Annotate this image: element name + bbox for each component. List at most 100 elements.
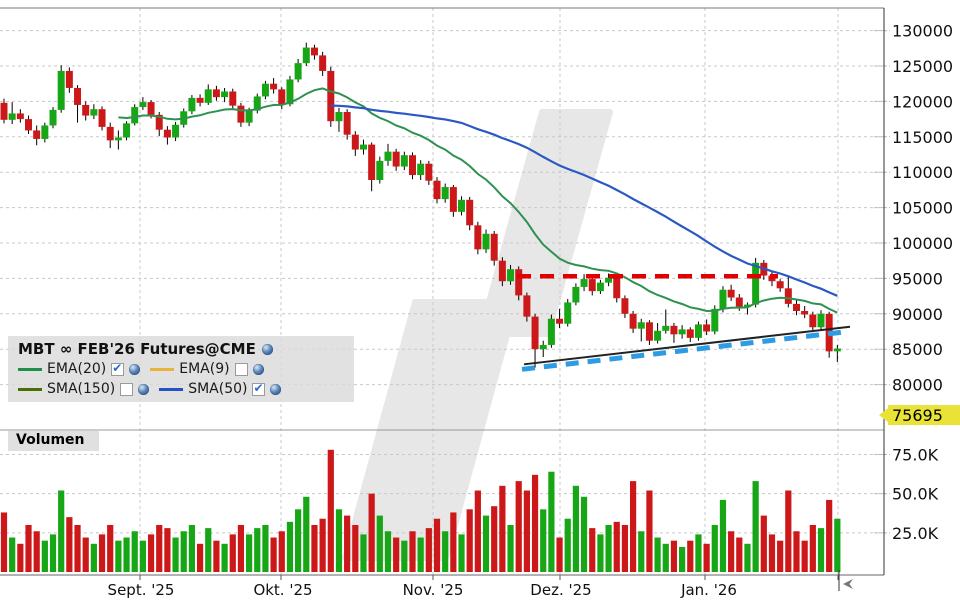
volume-bar bbox=[335, 509, 343, 572]
volume-bar bbox=[352, 524, 359, 572]
candle-body bbox=[335, 112, 343, 122]
volume-bar bbox=[139, 540, 146, 572]
candle-body bbox=[727, 289, 735, 298]
volume-bar bbox=[629, 481, 637, 572]
volume-bar bbox=[49, 534, 57, 572]
axis-cursor-icon bbox=[843, 579, 853, 589]
indicator-color-swatch bbox=[159, 387, 184, 391]
volume-bar bbox=[262, 524, 269, 572]
volume-bar bbox=[605, 524, 612, 572]
candle-body bbox=[16, 113, 24, 120]
legend-item-ema9: EMA(9) bbox=[150, 361, 264, 377]
candle-body bbox=[147, 102, 155, 115]
candle-body bbox=[245, 110, 253, 123]
indicator-checkbox-unchecked[interactable] bbox=[120, 382, 134, 396]
support-trendline-border[interactable] bbox=[523, 325, 851, 366]
indicator-label: SMA(50) bbox=[188, 381, 248, 397]
indicator-label: EMA(20) bbox=[47, 361, 107, 377]
price-axis-label: 80000 bbox=[892, 376, 943, 395]
indicator-checkbox-checked[interactable] bbox=[111, 361, 125, 376]
volume-bar bbox=[311, 524, 318, 572]
volume-bar bbox=[25, 524, 32, 572]
candle-body bbox=[155, 114, 163, 130]
candle-body bbox=[278, 89, 286, 105]
indicator-color-swatch bbox=[18, 387, 42, 391]
volume-bar bbox=[548, 471, 555, 572]
indicator-color-swatch bbox=[150, 367, 175, 371]
candle-body bbox=[735, 297, 743, 307]
candle-body bbox=[25, 119, 33, 131]
volume-bar bbox=[450, 512, 457, 572]
volume-bar bbox=[597, 534, 604, 572]
candle-body bbox=[286, 79, 294, 105]
volume-bar bbox=[131, 531, 138, 572]
candle-body bbox=[588, 279, 596, 292]
candle-body bbox=[694, 324, 702, 338]
candle-body bbox=[270, 83, 278, 90]
panel-borders bbox=[0, 7, 885, 576]
volume-bar bbox=[531, 474, 539, 572]
indicator-label: SMA(150) bbox=[47, 381, 116, 397]
candle-body bbox=[817, 313, 825, 328]
volume-bar bbox=[115, 540, 122, 572]
indicator-checkbox-checked[interactable] bbox=[252, 381, 266, 396]
globe-icon[interactable] bbox=[138, 383, 150, 395]
volume-bar bbox=[728, 531, 735, 572]
candle-body bbox=[564, 302, 572, 324]
volume-bar bbox=[817, 528, 825, 572]
price-axis-label: 115000 bbox=[892, 128, 953, 147]
volume-bar bbox=[221, 543, 228, 572]
volume-bar bbox=[736, 537, 743, 572]
volume-bar bbox=[9, 537, 16, 572]
volume-bar bbox=[344, 515, 351, 572]
candle-body bbox=[172, 124, 180, 138]
candle-body bbox=[212, 89, 220, 98]
indicator-legend: MBT ∞ FEB'26 Futures@CME EMA(20) EMA(9) SM… bbox=[8, 336, 354, 402]
volume-bar bbox=[0, 512, 8, 572]
volume-bar bbox=[556, 537, 563, 572]
volume-bar bbox=[180, 531, 187, 572]
candle-body bbox=[629, 313, 637, 329]
candle-body bbox=[662, 325, 670, 331]
volume-bar bbox=[319, 518, 326, 572]
candle-body bbox=[49, 109, 57, 126]
support-trendline[interactable] bbox=[521, 329, 847, 372]
globe-icon[interactable] bbox=[261, 343, 273, 355]
gridlines bbox=[0, 8, 890, 580]
volume-bar bbox=[278, 531, 285, 572]
candle-body bbox=[482, 233, 490, 250]
volume-bar bbox=[107, 524, 114, 572]
candle-body bbox=[572, 286, 580, 303]
globe-icon[interactable] bbox=[252, 363, 264, 375]
globe-icon[interactable] bbox=[129, 363, 141, 375]
candle-body bbox=[556, 318, 564, 324]
volume-bar bbox=[66, 517, 73, 572]
candle-body bbox=[539, 344, 547, 350]
candle-body bbox=[490, 233, 498, 261]
volume-bar bbox=[466, 509, 473, 572]
volume-bar bbox=[768, 534, 776, 572]
candle-body bbox=[433, 180, 441, 200]
candle-body bbox=[359, 144, 367, 150]
candle-body bbox=[90, 109, 98, 116]
price-axis-label: 100000 bbox=[892, 234, 953, 253]
date-axis-label: Sept. '25 bbox=[108, 581, 175, 599]
volume-bar bbox=[384, 531, 392, 572]
price-axis-label: 110000 bbox=[892, 163, 953, 182]
last-price-value: 75695 bbox=[892, 406, 943, 425]
volume-bar bbox=[777, 540, 784, 572]
volume-bar bbox=[507, 524, 514, 572]
volume-bar bbox=[164, 528, 171, 572]
candle-body bbox=[654, 330, 662, 341]
globe-icon[interactable] bbox=[270, 383, 282, 395]
indicator-checkbox-unchecked[interactable] bbox=[234, 362, 248, 376]
candle-body bbox=[719, 289, 727, 309]
candle-body bbox=[319, 55, 327, 71]
volume-bar bbox=[670, 540, 678, 572]
volume-bar bbox=[752, 481, 759, 572]
volume-bar bbox=[33, 531, 40, 572]
candle-body bbox=[114, 137, 122, 141]
volume-bar bbox=[785, 490, 792, 572]
candle-body bbox=[621, 298, 629, 314]
